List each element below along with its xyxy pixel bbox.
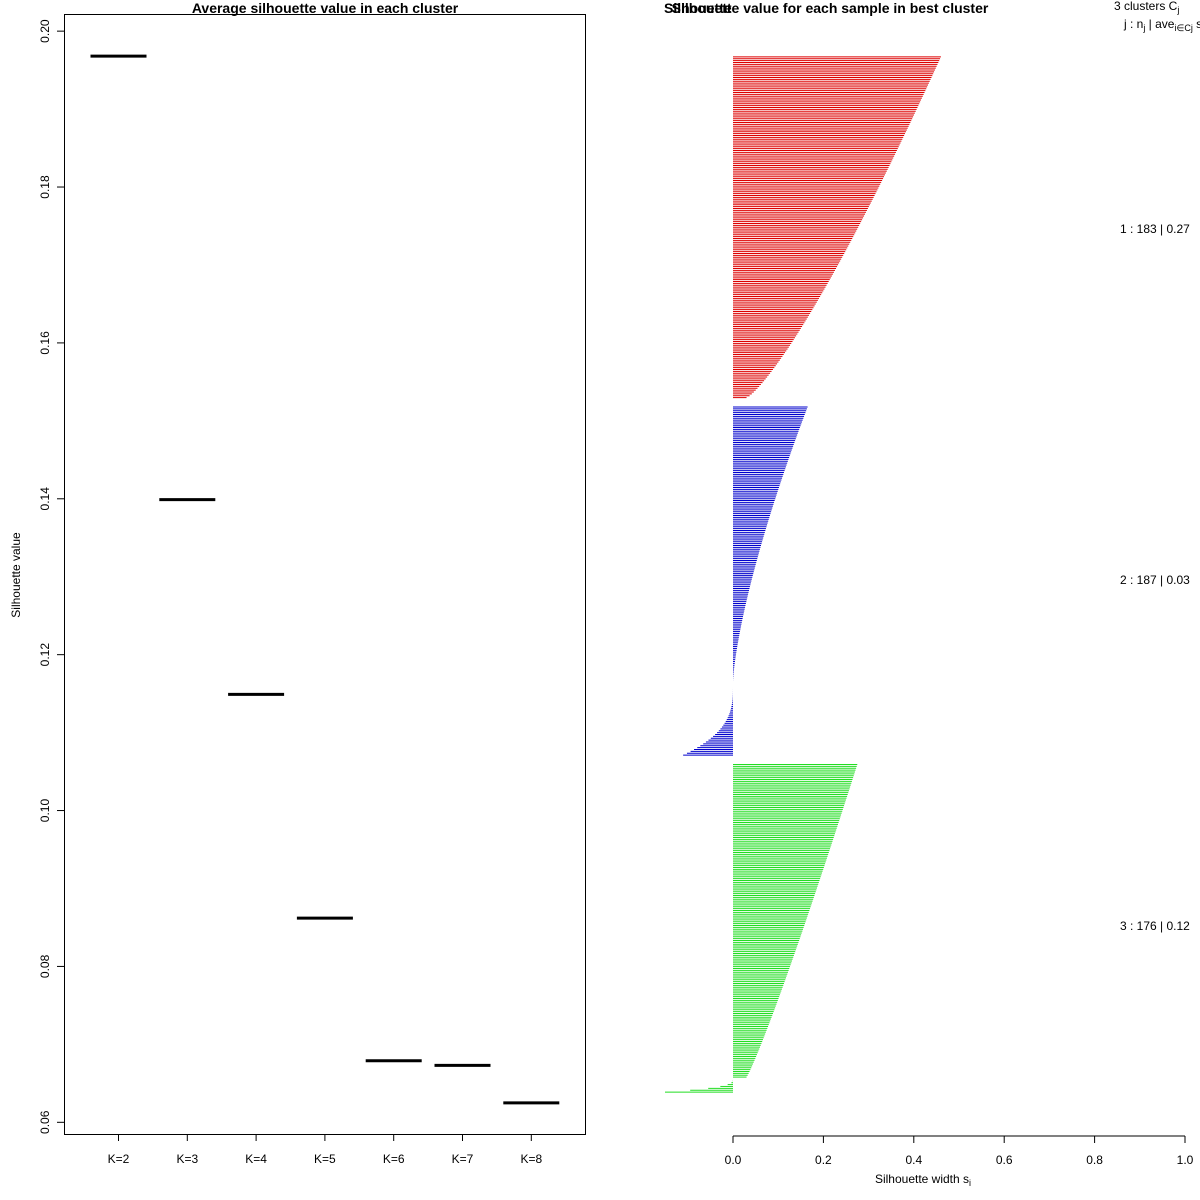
right-x-axis-label-sub: i [969,1178,971,1188]
right-x-tick-label: 0.6 [996,1153,1013,1167]
left-y-tick-label: 0.08 [38,954,52,978]
legend-header-line2-tail: s [1193,17,1200,31]
legend-header-line2: j : nj | avei∈Cj s [1123,17,1200,33]
cluster-1-summary: 1 : 183 | 0.27 [1120,222,1190,236]
left-x-tick-label: K=5 [314,1152,336,1166]
right-x-tick-label: 0.8 [1086,1153,1103,1167]
legend-header-line2-main: j : n [1123,17,1143,31]
legend-header-line2-sub-n: j [1142,23,1145,33]
right-x-axis-label: Silhouette width si [875,1172,971,1188]
left-x-tick-label: K=4 [245,1152,267,1166]
left-y-tick-label: 0.20 [38,19,52,43]
right-x-tick-label: 0.0 [725,1153,742,1167]
legend-header-line2-mid: | ave [1145,17,1174,31]
right-x-tick-label: 0.4 [905,1153,922,1167]
left-x-tick-label: K=7 [452,1152,474,1166]
right-x-axis-label-main: Silhouette width s [875,1172,969,1186]
legend-header-line2-sub-ave: i∈Cj [1174,23,1192,33]
left-y-axis-label: Silhouette value [9,532,23,618]
left-panel: Average silhouette value in each cluster… [9,0,586,1166]
left-x-tick-label: K=6 [383,1152,405,1166]
left-y-axis: 0.06 0.08 0.10 0.12 0.14 0.16 0.18 0.20 [38,19,64,1134]
left-x-tick-label: K=3 [176,1152,198,1166]
left-x-tick-label: K=8 [520,1152,542,1166]
right-x-axis: 0.0 0.2 0.4 0.6 0.8 1.0 [725,1135,1194,1167]
left-y-tick-label: 0.18 [38,175,52,199]
left-y-tick-label: 0.06 [38,1110,52,1134]
left-y-tick-label: 0.10 [38,799,52,823]
silhouette-bars [665,56,941,1093]
right-x-tick-label: 1.0 [1177,1153,1194,1167]
legend-header-line1-sub: j [1176,5,1179,15]
right-x-tick-label: 0.2 [815,1153,832,1167]
cluster-2-summary: 2 : 187 | 0.03 [1120,573,1190,587]
left-y-tick-label: 0.14 [38,487,52,511]
right-chart-title: Silhouette value for each sample in best… [672,0,989,16]
left-x-tick-label: K=2 [108,1152,130,1166]
left-y-tick-label: 0.16 [38,331,52,355]
legend-header-line1: 3 clusters Cj [1114,0,1179,15]
legend-header-line1-main: 3 clusters C [1114,0,1178,13]
left-x-axis: K=2 K=3 K=4 K=5 K=6 K=7 K=8 [108,1134,542,1166]
left-y-tick-label: 0.12 [38,643,52,667]
left-marks [90,54,560,1105]
cluster-legend-header: 3 clusters Cj j : nj | avei∈Cj s [1114,0,1200,33]
cluster-3-summary: 3 : 176 | 0.12 [1120,919,1190,933]
left-plot-frame [64,14,586,1135]
left-chart-title: Average silhouette value in each cluster [192,0,459,16]
right-title-overlap: Silhouette [664,0,732,16]
right-panel: Silhouette Silhouette value for each sam… [664,0,1200,1188]
